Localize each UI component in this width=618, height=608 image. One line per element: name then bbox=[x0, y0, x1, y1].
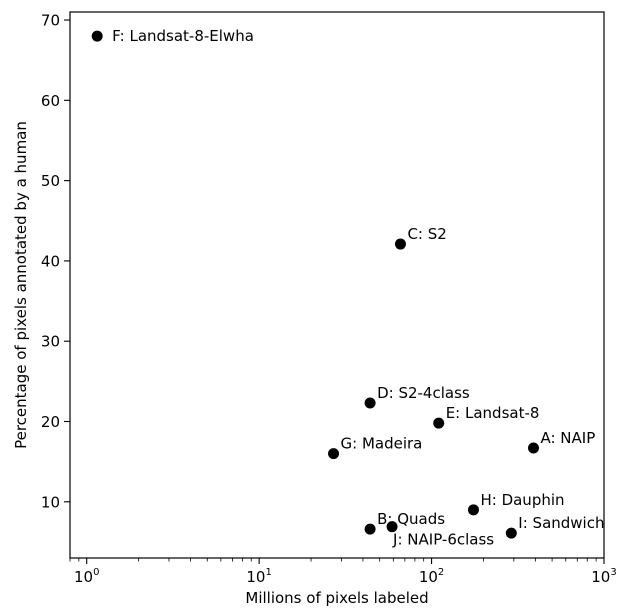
y-tick-label: 30 bbox=[41, 333, 60, 351]
data-point-label: C: S2 bbox=[407, 225, 446, 243]
x-axis-label: Millions of pixels labeled bbox=[245, 589, 428, 607]
data-point bbox=[527, 442, 539, 454]
data-point bbox=[505, 527, 517, 539]
y-tick-label: 50 bbox=[41, 172, 60, 190]
data-point-label: I: Sandwich bbox=[518, 514, 604, 532]
data-point bbox=[364, 397, 376, 409]
data-point bbox=[394, 238, 406, 250]
data-point-label: E: Landsat-8 bbox=[446, 404, 540, 422]
data-point-label: F: Landsat-8-Elwha bbox=[112, 27, 254, 45]
data-point bbox=[364, 523, 376, 535]
data-point-label: D: S2-4class bbox=[377, 384, 470, 402]
x-tick-label: 100 bbox=[74, 567, 99, 586]
data-point-label: J: NAIP-6class bbox=[392, 531, 494, 549]
x-tick-label: 103 bbox=[591, 567, 616, 586]
data-point bbox=[467, 504, 479, 516]
data-point bbox=[328, 448, 340, 460]
data-point bbox=[386, 521, 398, 533]
y-tick-label: 60 bbox=[41, 92, 60, 110]
x-tick-label: 101 bbox=[246, 567, 271, 586]
data-point bbox=[91, 30, 103, 42]
data-point-label: G: Madeira bbox=[341, 435, 423, 453]
x-tick-label: 102 bbox=[419, 567, 444, 586]
y-tick-label: 70 bbox=[41, 12, 60, 30]
x-axis-ticks: 100 101 102 103 bbox=[69, 558, 617, 586]
y-tick-label: 20 bbox=[41, 413, 60, 431]
plot-frame bbox=[69, 11, 605, 559]
y-tick-label: 10 bbox=[41, 493, 60, 511]
data-point bbox=[433, 417, 445, 429]
y-tick-label: 40 bbox=[41, 252, 60, 270]
data-points: F: Landsat-8-Elwha C: S2 D: S2-4class E: La… bbox=[91, 27, 604, 549]
y-axis-ticks: 10 20 30 40 50 60 70 bbox=[41, 12, 70, 511]
y-axis-label: Percentage of pixels annotated by a huma… bbox=[12, 121, 30, 449]
data-point-label: A: NAIP bbox=[540, 429, 595, 447]
data-point-label: H: Dauphin bbox=[480, 491, 564, 509]
